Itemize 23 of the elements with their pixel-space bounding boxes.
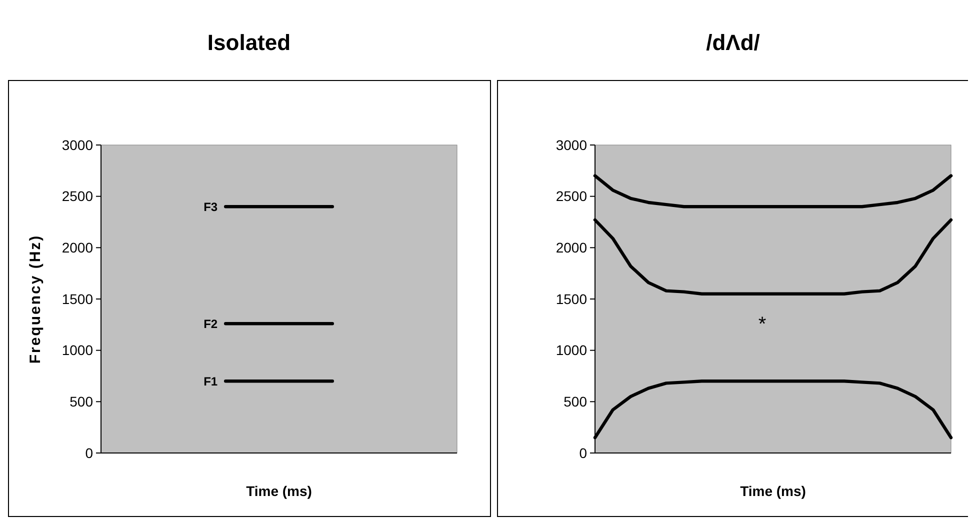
y-tick-label: 0 — [85, 444, 94, 461]
y-tick-label: 1000 — [62, 342, 94, 358]
y-tick-label: 500 — [564, 394, 588, 410]
y-tick-label: 0 — [579, 444, 588, 461]
y-axis-title: Frequency (Hz) — [27, 234, 44, 364]
annotation: * — [758, 314, 766, 336]
y-tick-label: 2000 — [556, 240, 588, 256]
y-tick-label: 3000 — [62, 136, 94, 153]
y-tick-label: 1500 — [62, 290, 94, 307]
x-axis-title: Time (ms) — [246, 483, 312, 499]
y-tick-label: 2500 — [62, 188, 94, 204]
chart-title: Isolated — [207, 30, 291, 55]
y-tick-label: 2500 — [556, 188, 588, 204]
y-tick-label: 1000 — [556, 342, 588, 358]
series-label: F1 — [204, 374, 218, 388]
y-tick-label: 2000 — [62, 240, 94, 256]
y-tick-label: 500 — [70, 394, 94, 410]
y-tick-label: 3000 — [556, 136, 588, 153]
series-label: F2 — [204, 316, 218, 331]
x-axis-title: Time (ms) — [740, 483, 806, 499]
chart-title: /dΛd/ — [706, 30, 760, 55]
y-tick-label: 1500 — [556, 290, 588, 307]
series-label: F3 — [204, 200, 218, 214]
